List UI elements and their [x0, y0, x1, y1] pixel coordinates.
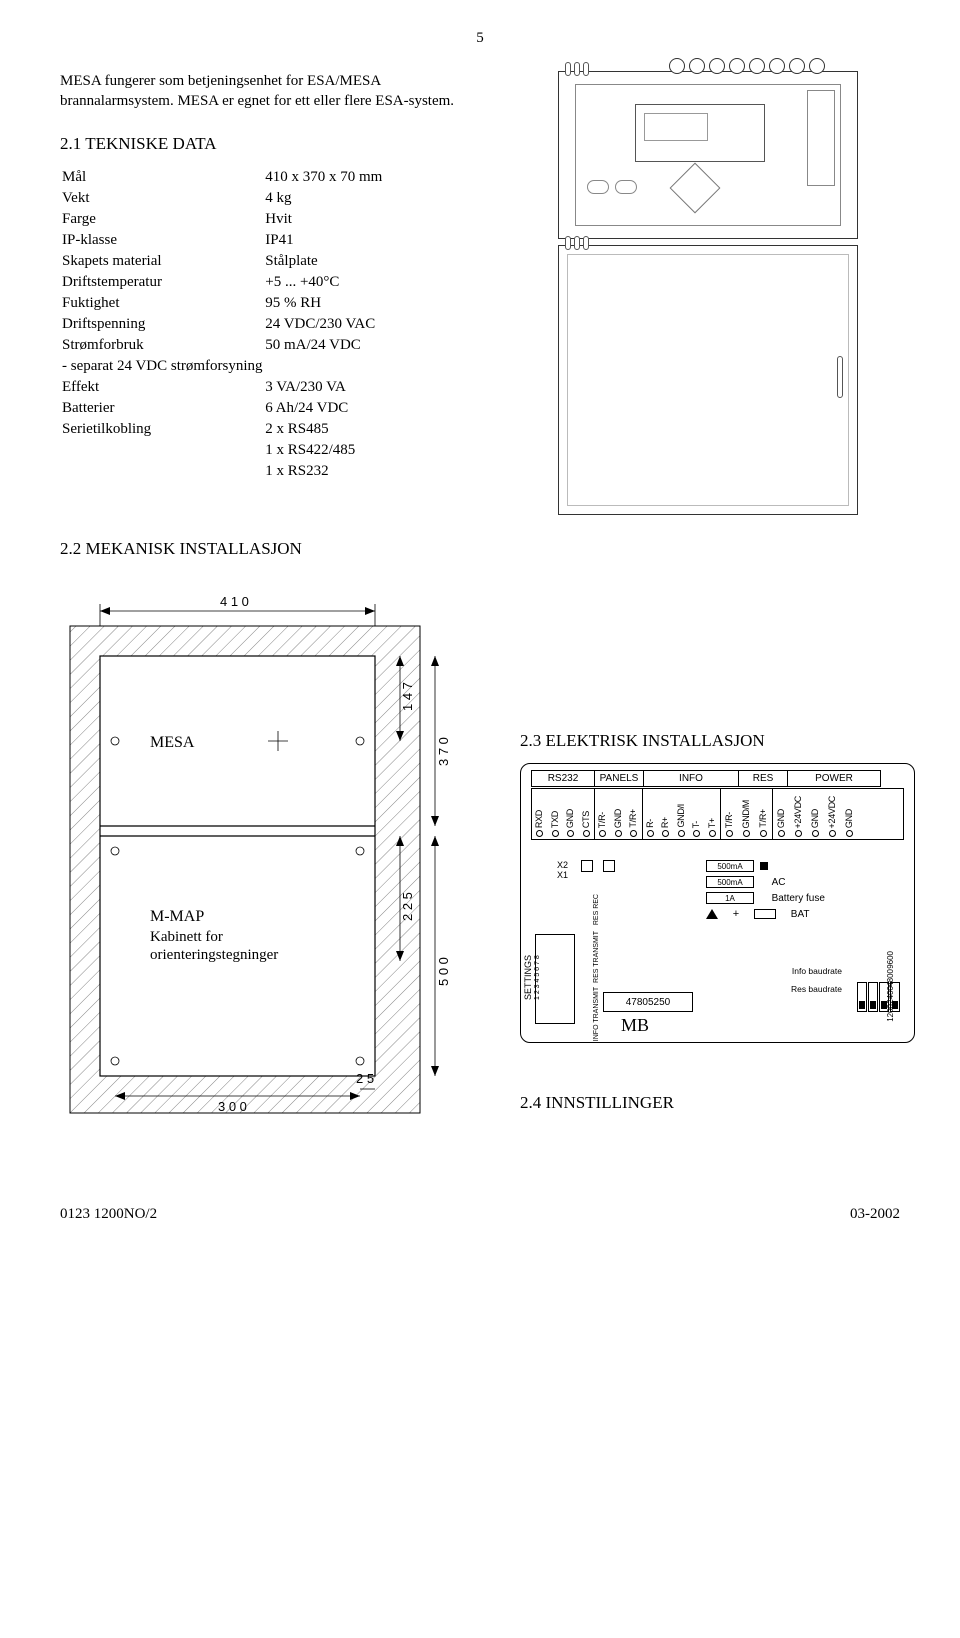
pin: R- — [643, 789, 659, 839]
page-number: 5 — [60, 30, 900, 47]
pin: T- — [689, 789, 705, 839]
pin: T/R+ — [755, 789, 772, 839]
spec-subrow: - separat 24 VDC strømforsyning — [62, 357, 483, 376]
spec-row: 1 x RS232 — [62, 462, 483, 481]
top-row: MESA fungerer som betjeningsenhet for ES… — [60, 71, 900, 515]
spec-row: Driftstemperatur+5 ... +40°C — [62, 273, 483, 292]
pin: +24VDC — [824, 789, 841, 839]
spec-row: Skapets materialStålplate — [62, 252, 483, 271]
serial-number: 47805250 — [603, 992, 693, 1012]
baud-value: 4800 — [886, 969, 896, 987]
board-header: RS232 — [531, 770, 594, 787]
mb-board-drawing: RS232PANELSINFORESPOWER RXDTXDGNDCTST/R-… — [520, 763, 915, 1043]
device-illustration — [515, 71, 900, 515]
right-column — [515, 71, 900, 515]
board-header: INFO — [643, 770, 738, 787]
mesa-device-drawing — [558, 71, 858, 239]
mmap-label-3: orienteringstegninger — [150, 947, 278, 963]
pin: +24VDC — [790, 789, 807, 839]
dim-500: 5 0 0 — [436, 957, 451, 986]
left-column: MESA fungerer som betjeningsenhet for ES… — [60, 71, 485, 515]
section-2-1-title: 2.1 TEKNISKE DATA — [60, 134, 485, 154]
intro-paragraph: MESA fungerer som betjeningsenhet for ES… — [60, 71, 485, 112]
pin: GND — [841, 789, 858, 839]
transmit-labels: INFO TRANSMIT RES TRANSMIT RES REC — [593, 894, 601, 1041]
pin: TXD — [548, 789, 564, 839]
section-2-3-title: 2.3 ELEKTRISK INSTALLASJON — [520, 731, 915, 751]
dim-225: 2 2 5 — [400, 892, 415, 921]
pin: CTS — [579, 789, 595, 839]
dim-370: 3 7 0 — [436, 737, 451, 766]
x-terminals — [581, 860, 615, 872]
dim-300: 3 0 0 — [218, 1099, 247, 1114]
mesa-label: MESA — [150, 734, 195, 751]
pin: T/R+ — [626, 789, 642, 839]
pin: GND/I — [674, 789, 690, 839]
spec-row: FargeHvit — [62, 210, 483, 229]
spec-row: Strømforbruk50 mA/24 VDC — [62, 336, 483, 355]
fuse-area: 500mA 500mA AC 1A Battery fuse + BAT — [706, 860, 896, 924]
baud-value: 9600 — [886, 951, 896, 969]
pin: T+ — [705, 789, 721, 839]
dim-147: 1 4 7 — [400, 682, 415, 711]
bottom-right-column: 2.3 ELEKTRISK INSTALLASJON RS232PANELSIN… — [520, 571, 915, 1125]
spec-row: 1 x RS422/485 — [62, 441, 483, 460]
pin: GND — [807, 789, 824, 839]
spec-table: Mål410 x 370 x 70 mm Vekt4 kg FargeHvit IP-… — [60, 166, 485, 483]
dim-25: 2 5 — [356, 1071, 374, 1086]
dim-410: 4 1 0 — [220, 594, 249, 609]
pin: R+ — [658, 789, 674, 839]
mechanical-drawing: 4 1 0 1 4 7 3 7 0 2 2 5 5 0 0 — [60, 571, 490, 1136]
baud-value: 2400 — [886, 986, 896, 1004]
board-header: RES — [738, 770, 787, 787]
spec-row: Mål410 x 370 x 70 mm — [62, 168, 483, 187]
footer-left: 0123 1200NO/2 — [60, 1206, 157, 1223]
bottom-row: 4 1 0 1 4 7 3 7 0 2 2 5 5 0 0 — [60, 571, 900, 1136]
pin: GND/M — [738, 789, 755, 839]
pin: GND — [611, 789, 627, 839]
mmap-label-2: Kabinett for — [150, 929, 223, 945]
terminal-x2-label: X2X1 — [557, 860, 568, 880]
settings-label: SETTINGS 1 2 3 4 5 6 7 8 — [523, 955, 543, 1000]
baud-value: 1200 — [886, 1004, 896, 1022]
spec-row: Vekt4 kg — [62, 189, 483, 208]
spec-row: Driftspenning24 VDC/230 VAC — [62, 315, 483, 334]
mmap-label-1: M-MAP — [150, 908, 204, 925]
spec-row: Serietilkobling2 x RS485 — [62, 420, 483, 439]
pin: GND — [773, 789, 790, 839]
spec-row: Effekt3 VA/230 VA — [62, 378, 483, 397]
pin: GND — [563, 789, 579, 839]
footer-right: 03-2002 — [850, 1206, 900, 1223]
pin: T/R- — [721, 789, 738, 839]
spec-row: Fuktighet95 % RH — [62, 294, 483, 313]
pin: RXD — [532, 789, 548, 839]
mb-label: MB — [621, 1015, 649, 1036]
board-header: POWER — [787, 770, 881, 787]
board-header: PANELS — [594, 770, 643, 787]
mmap-cabinet-drawing — [558, 245, 858, 515]
section-2-2-title: 2.2 MEKANISK INSTALLASJON — [60, 539, 900, 559]
pin: T/R- — [595, 789, 611, 839]
footer: 0123 1200NO/2 03-2002 — [60, 1206, 900, 1223]
section-2-4-title: 2.4 INNSTILLINGER — [520, 1093, 915, 1113]
spec-row: IP-klasseIP41 — [62, 231, 483, 250]
spec-row: Batterier6 Ah/24 VDC — [62, 399, 483, 418]
